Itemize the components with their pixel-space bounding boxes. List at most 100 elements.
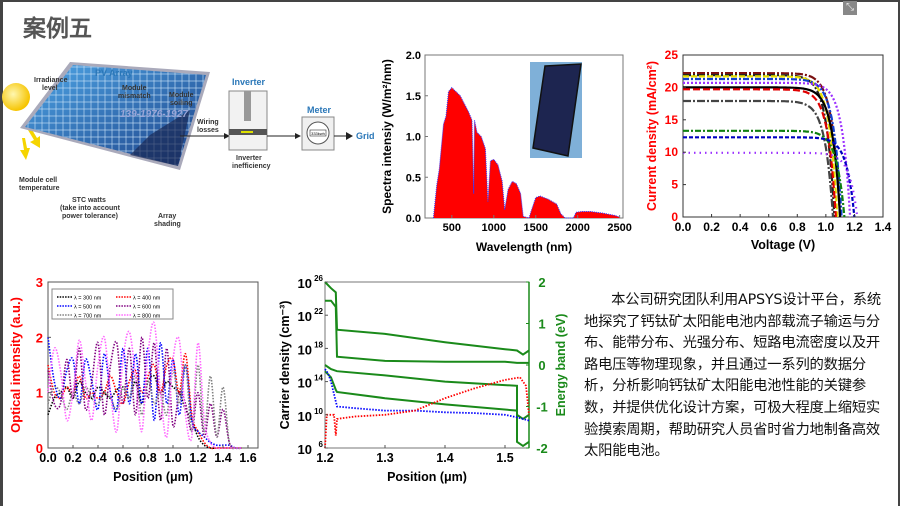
y-tick-label: 0.0 — [406, 213, 421, 225]
y-tick-exponent: 26 — [314, 274, 323, 283]
jv-curve-8 — [683, 129, 846, 218]
y2-axis-label: Energy band (eV) — [554, 314, 568, 417]
x-tick-label: 1.3 — [376, 451, 393, 465]
description-paragraph: 本公司研究团队利用APSYS设计平台，系统地探究了钙钛矿太阳能电池内部载流子输运… — [584, 292, 881, 460]
jv-curve-5 — [683, 86, 842, 218]
y-tick-label: 0 — [36, 441, 43, 456]
jv-curve-6 — [683, 88, 837, 218]
stc-label-3: power tolerance) — [62, 213, 118, 220]
y-tick-label: 10 — [298, 442, 312, 457]
optical-series-3 — [47, 336, 242, 450]
x-tick-label: 2500 — [607, 222, 631, 234]
irradiance-label-2: level — [42, 85, 58, 92]
solar-panel-image — [532, 63, 582, 157]
y-tick-label: 5 — [671, 178, 678, 192]
x-tick-label: 1.6 — [239, 451, 256, 465]
y-axis-label: Current density (mA/cm²) — [645, 61, 659, 211]
energy-band-line-3 — [324, 370, 530, 448]
y-tick-label: 10 — [298, 309, 312, 324]
y-tick-label: 1 — [36, 386, 43, 401]
y-tick-label: 10 — [298, 376, 312, 391]
y-tick-label: 1.0 — [406, 132, 421, 144]
y-tick-label: 2 — [36, 330, 43, 345]
energy-band-line-2 — [324, 364, 530, 421]
stc-label-2: (take into account — [60, 205, 121, 212]
optical-series-2 — [47, 337, 242, 450]
x-tick-label: 1.4 — [875, 220, 892, 234]
x-tick-label: 0.6 — [760, 220, 777, 234]
inverter-inefficiency-label-2: inefficiency — [232, 163, 271, 170]
meter-label: Meter — [307, 105, 332, 115]
legend-label: λ = 400 nm — [133, 296, 161, 302]
collapse-arrows-icon: ⤡ — [846, 2, 854, 13]
arrow-head — [224, 133, 230, 139]
stc-label: STC watts — [72, 197, 106, 204]
legend-box — [51, 288, 174, 320]
x-tick-label: 0.4 — [732, 220, 749, 234]
y2-tick-label: -2 — [536, 441, 548, 456]
x-tick-label: 0.8 — [139, 451, 156, 465]
x-tick-label: 1.2 — [316, 451, 333, 465]
optical-series-5 — [47, 321, 242, 450]
y2-tick-label: 0 — [538, 358, 545, 373]
shading-label-2: shading — [154, 221, 181, 228]
x-tick-label: 0.8 — [789, 220, 806, 234]
y-tick-label: 10 — [298, 342, 312, 357]
inverter-box — [228, 90, 268, 151]
y-tick-label: 1.5 — [406, 91, 421, 103]
watermark: 139-1976-1927 — [120, 109, 188, 120]
carrier-density-line-0 — [324, 368, 530, 422]
y2-tick-label: -1 — [536, 400, 548, 415]
x-axis-label: Position (μm) — [113, 470, 193, 484]
x-tick-label: 1500 — [524, 222, 548, 234]
plot-frame — [682, 54, 884, 218]
y-tick-exponent: 6 — [319, 440, 324, 449]
y-axis-label: Carrier density (cm⁻³) — [278, 301, 292, 430]
y-tick-label: 10 — [298, 276, 312, 291]
wiring-label-2: losses — [197, 127, 219, 134]
spectrum-edge-line — [432, 86, 620, 219]
window-frame-left — [0, 0, 3, 506]
meter-display: 333kwh — [311, 131, 325, 136]
window-frame-right — [898, 0, 900, 506]
inverter-label: Inverter — [232, 77, 266, 87]
irradiance-label: Irradiance — [34, 77, 68, 84]
x-tick-label: 2000 — [565, 222, 589, 234]
legend-label: λ = 500 nm — [74, 305, 102, 311]
y-tick-label: 3 — [36, 275, 43, 290]
x-tick-label: 1.5 — [496, 451, 513, 465]
x-tick-label: 0.0 — [39, 451, 56, 465]
x-tick-label: 0.2 — [703, 220, 720, 234]
legend-label: λ = 600 nm — [133, 305, 161, 311]
jv-curve-7 — [683, 99, 835, 218]
y-tick-label: 20 — [665, 80, 679, 94]
fullscreen-toggle-button[interactable]: ⤡ — [843, 1, 857, 15]
legend-label: λ = 800 nm — [133, 314, 161, 320]
x-tick-label: 1.2 — [846, 220, 863, 234]
temperature-label: Module cell — [19, 177, 57, 184]
grid-label: Grid — [356, 131, 375, 141]
soiling-label: Module — [169, 92, 194, 99]
x-tick-label: 1.0 — [164, 451, 181, 465]
y-tick-exponent: 10 — [314, 407, 323, 416]
pv-system-diagram: PV Array Irradiance level Module mismatc… — [2, 62, 375, 228]
wiring-label: Wiring — [197, 119, 219, 126]
shading-label: Array — [158, 213, 176, 220]
y2-tick-label: 1 — [538, 317, 545, 332]
window-frame-top — [0, 0, 900, 2]
y-axis-label: Optical intensity (a.u.) — [8, 297, 23, 433]
inverter-inefficiency-label: Inverter — [236, 155, 262, 162]
temperature-label-2: temperature — [19, 185, 60, 192]
y-tick-label: 10 — [298, 409, 312, 424]
y-axis-label: Spectra intensiy (W/m²/nm) — [380, 59, 394, 214]
plot-frame — [324, 281, 530, 449]
y-tick-exponent: 14 — [314, 374, 323, 383]
energy-band-line-1 — [325, 299, 529, 364]
mismatch-label: Module — [122, 85, 147, 92]
x-axis-label: Wavelength (nm) — [476, 240, 572, 254]
y2-tick-label: 2 — [538, 275, 545, 290]
y-tick-label: 2.0 — [406, 50, 421, 62]
y-tick-label: 0.5 — [406, 172, 421, 184]
optical-series-4 — [47, 364, 242, 450]
legend-label: λ = 700 nm — [74, 314, 102, 320]
